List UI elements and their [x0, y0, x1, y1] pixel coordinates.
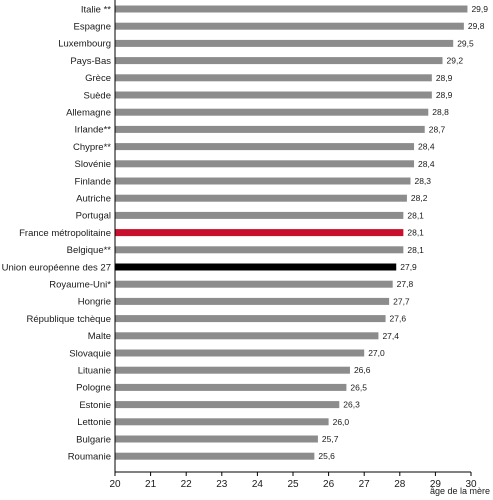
bar	[115, 91, 432, 99]
category-label: Slovaquie	[69, 348, 111, 359]
x-tick-label: 25	[287, 479, 299, 490]
value-label: 25,7	[322, 434, 339, 444]
category-label: Estonie	[79, 400, 111, 411]
x-tick-label: 30	[465, 479, 477, 490]
category-label: Belgique**	[67, 245, 112, 256]
value-label: 26,0	[333, 417, 350, 427]
value-labels-layer: 29,9 29,8 29,5 29,2 28,9 28,9 28,8 28,7 28,4 28,4…	[318, 4, 488, 461]
bar	[115, 366, 350, 374]
value-label: 29,9	[471, 4, 488, 14]
bar	[115, 332, 379, 340]
category-label: Pologne	[76, 383, 111, 394]
bar	[115, 297, 390, 305]
category-label: Autriche	[76, 194, 111, 205]
category-label: Finlande	[75, 176, 111, 187]
x-tick-label: 26	[323, 479, 335, 490]
bar	[115, 452, 315, 460]
category-label: Irlande**	[75, 125, 112, 136]
category-label: Lettonie	[77, 417, 111, 428]
bar	[115, 5, 468, 13]
value-label: 27,7	[393, 296, 410, 306]
category-label: Roumanie	[68, 452, 111, 463]
value-label: 28,9	[436, 90, 453, 100]
category-label: Italie **	[81, 4, 111, 15]
bar	[115, 194, 407, 202]
bar	[115, 263, 397, 271]
value-label: 26,5	[350, 382, 367, 392]
value-label: 28,2	[411, 193, 428, 203]
bar	[115, 125, 425, 133]
value-label: 28,1	[407, 228, 424, 238]
category-label: Portugal	[76, 211, 111, 222]
bar	[115, 108, 429, 116]
category-label: Suède	[84, 90, 111, 101]
bar	[115, 315, 386, 323]
x-tick-label: 21	[145, 479, 157, 490]
category-label: Bulgarie	[76, 434, 111, 445]
x-tick-label: 29	[430, 479, 442, 490]
value-label: 28,8	[432, 107, 449, 117]
value-label: 27,6	[390, 314, 407, 324]
value-label: 26,6	[354, 365, 371, 375]
category-label: Luxembourg	[58, 39, 111, 50]
bar	[115, 143, 415, 151]
x-tick-label: 27	[359, 479, 371, 490]
bar	[115, 383, 347, 391]
bar	[115, 349, 365, 357]
bar	[115, 246, 404, 254]
value-label: 27,8	[397, 279, 414, 289]
value-label: 28,1	[407, 245, 424, 255]
category-label: Union européenne des 27	[2, 262, 111, 273]
x-axis: 20 21 22 23 24 25 26 27 28 29 30	[109, 0, 477, 490]
category-label: Malte	[88, 331, 111, 342]
value-label: 27,4	[382, 331, 399, 341]
category-label: Lituanie	[78, 366, 111, 377]
value-label: 29,5	[457, 38, 474, 48]
value-label: 28,4	[418, 142, 435, 152]
x-tick-label: 24	[252, 479, 264, 490]
category-labels-layer: Italie ** Espagne Luxembourg Pays-Bas Grèce S…	[2, 4, 112, 462]
value-label: 28,3	[414, 176, 431, 186]
bars-layer	[115, 5, 468, 460]
bar	[115, 418, 329, 426]
value-label: 29,8	[468, 21, 485, 31]
bar	[115, 280, 393, 288]
bar	[115, 229, 404, 237]
bar	[115, 57, 443, 65]
bar	[115, 39, 454, 47]
bar	[115, 211, 404, 219]
value-label: 28,4	[418, 159, 435, 169]
x-tick-label: 23	[216, 479, 228, 490]
value-label: 27,0	[368, 348, 385, 358]
category-label: Grèce	[85, 73, 111, 84]
category-label: République tchèque	[26, 314, 111, 325]
value-label: 25,6	[318, 451, 335, 461]
value-label: 29,2	[447, 56, 464, 66]
category-label: Slovénie	[75, 159, 111, 170]
value-label: 27,9	[400, 262, 417, 272]
category-label: Allemagne	[66, 108, 111, 119]
category-label: Royaume-Uni*	[49, 280, 111, 291]
bar	[115, 177, 411, 185]
bar	[115, 401, 340, 409]
bar	[115, 435, 318, 443]
bar	[115, 22, 464, 30]
bar	[115, 74, 432, 82]
category-label: Chypre**	[73, 142, 111, 153]
value-label: 28,7	[429, 124, 446, 134]
value-label: 28,9	[436, 73, 453, 83]
category-label: France métropolitaine	[19, 228, 111, 239]
value-label: 26,3	[343, 400, 360, 410]
x-tick-label: 28	[394, 479, 406, 490]
category-label: Espagne	[73, 22, 111, 33]
x-tick-label: 22	[181, 479, 193, 490]
bar	[115, 160, 415, 168]
x-axis-title: âge de la mère	[430, 486, 490, 496]
category-label: Hongrie	[78, 297, 111, 308]
x-tick-label: 20	[109, 479, 121, 490]
value-label: 28,1	[407, 210, 424, 220]
category-label: Pays-Bas	[70, 56, 111, 67]
